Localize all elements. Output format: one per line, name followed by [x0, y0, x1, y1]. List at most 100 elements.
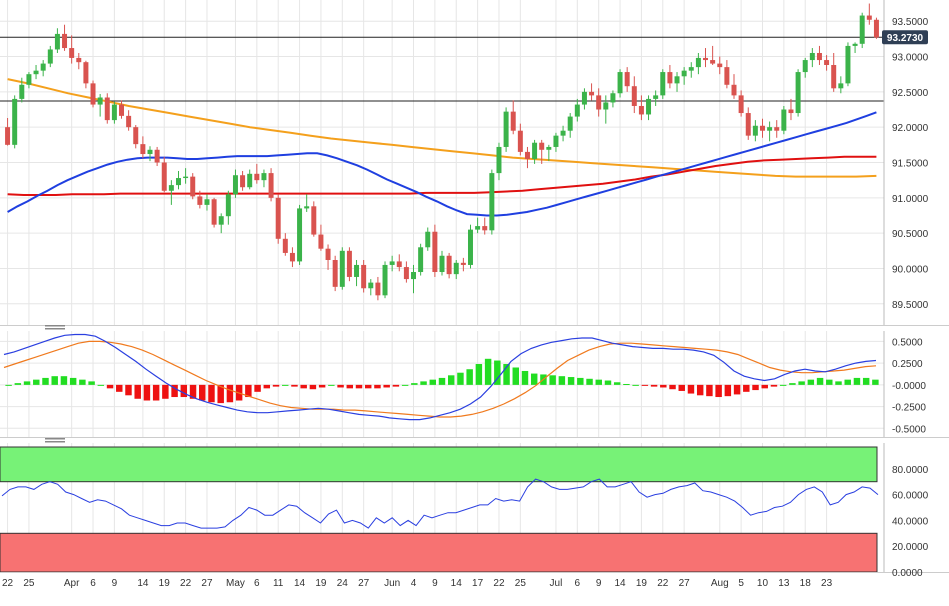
x-axis-tick-label: 24 [337, 578, 349, 589]
x-axis-tick-label: 9 [596, 578, 602, 589]
candle [866, 3, 872, 25]
histogram-bar [401, 384, 409, 386]
candle [161, 156, 167, 193]
x-axis-tick-label: 27 [358, 578, 370, 589]
candle-body [738, 95, 744, 114]
histogram-bar [816, 377, 824, 385]
candle [496, 142, 502, 181]
candle [717, 56, 723, 75]
histogram-bar [171, 384, 178, 398]
candle-body [752, 125, 758, 136]
candle [297, 204, 303, 265]
candle [261, 169, 267, 188]
histogram-bar [337, 384, 344, 388]
candle-body [710, 60, 716, 64]
histogram-bar [60, 376, 68, 385]
candle-body [845, 45, 851, 84]
candle [289, 247, 295, 268]
x-axis-tick-label: 14 [614, 578, 626, 589]
candle-body [831, 65, 837, 89]
current-price-label-bg [882, 30, 928, 45]
candle-body [653, 95, 659, 99]
candle [624, 67, 630, 92]
x-axis-tick-label: 9 [432, 578, 438, 589]
candle-body [802, 60, 808, 73]
x-axis-tick-label: 25 [515, 578, 527, 589]
candle-body [325, 248, 331, 260]
candle [475, 217, 481, 234]
candle-body [688, 67, 694, 71]
histogram-bar [733, 384, 741, 395]
histogram-bar [23, 381, 31, 385]
candle-body [62, 33, 68, 49]
candle-body [667, 72, 673, 84]
candle [311, 201, 317, 237]
histogram-bar [650, 384, 658, 387]
histogram-bar [567, 377, 575, 385]
candle [703, 48, 709, 68]
candle-body [268, 173, 274, 198]
histogram-bar [346, 384, 354, 389]
candle [724, 60, 730, 89]
candle-body [624, 72, 630, 87]
candle-body [631, 86, 637, 106]
candle-body [724, 67, 730, 85]
histogram-bar [208, 384, 215, 403]
candle [859, 12, 865, 49]
candle [610, 90, 616, 108]
candle-body [439, 255, 445, 273]
candle-body [211, 199, 217, 225]
histogram-bar [696, 384, 704, 396]
candle [339, 247, 345, 290]
histogram-bar [69, 377, 77, 385]
candle-body [47, 49, 53, 64]
x-axis-tick-label: 11 [273, 578, 284, 589]
panel-resize-handle[interactable] [45, 438, 65, 443]
candle [517, 123, 523, 156]
panel-resize-handle[interactable] [45, 325, 65, 330]
histogram-bar [862, 377, 870, 385]
histogram-bar [853, 377, 861, 385]
candle [560, 125, 566, 142]
price-axis-tick-label: 91.5000 [892, 159, 929, 170]
x-axis-tick-label: 5 [738, 578, 744, 589]
candle [318, 224, 324, 251]
histogram-bar [33, 379, 40, 385]
candle-body [382, 264, 388, 296]
candle [418, 243, 424, 276]
histogram-bar [263, 384, 271, 389]
candle [76, 52, 82, 70]
candle-body [389, 261, 395, 265]
histogram-bar [632, 384, 639, 386]
candle-body [40, 63, 46, 71]
histogram-bar [14, 383, 22, 385]
candle-body [111, 104, 117, 121]
histogram-bar [623, 384, 630, 385]
candle [467, 224, 473, 269]
histogram-bar [660, 384, 667, 388]
axes: 93.5000 93.0000 92.5000 92.0000 91.5000 91.00… [2, 17, 929, 589]
candle [268, 168, 274, 202]
candle [240, 170, 246, 191]
histogram-bar [374, 384, 381, 389]
candle-body [275, 197, 281, 239]
candle [532, 139, 538, 164]
histogram-bar [226, 384, 234, 403]
histogram-bar [494, 360, 501, 385]
histogram-bar [42, 377, 49, 385]
x-axis-tick-label: 17 [472, 578, 484, 589]
candle-body [126, 115, 132, 128]
candle [368, 279, 374, 296]
candle [346, 247, 352, 282]
candle [168, 180, 174, 205]
candle-body [460, 262, 466, 265]
x-axis-tick-label: Jul [550, 578, 563, 589]
candle-body [859, 15, 865, 44]
candle-body [175, 178, 181, 186]
candle-body [759, 125, 765, 131]
candle-body [304, 206, 310, 209]
candle [40, 60, 46, 77]
candle [5, 117, 11, 146]
candle-body [774, 127, 780, 131]
